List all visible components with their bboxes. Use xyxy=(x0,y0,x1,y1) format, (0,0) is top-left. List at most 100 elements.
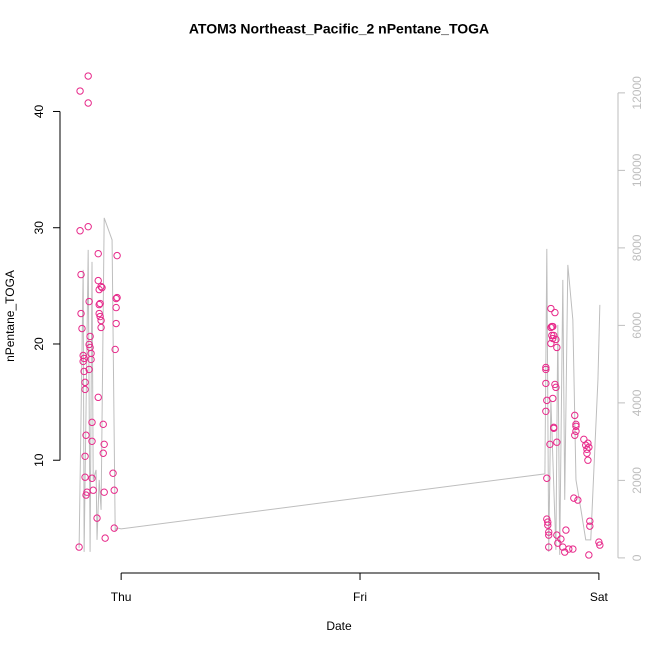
point xyxy=(88,474,96,482)
point xyxy=(585,443,593,451)
y-tick-label: 20 xyxy=(32,337,46,351)
point xyxy=(87,355,95,364)
point xyxy=(86,332,94,341)
point xyxy=(544,521,552,529)
point xyxy=(547,339,555,348)
point xyxy=(549,334,557,343)
point xyxy=(88,437,96,445)
point xyxy=(571,411,579,420)
point xyxy=(81,385,89,394)
y2-tick-label: 6000 xyxy=(630,312,644,339)
point xyxy=(84,222,92,231)
y-tick-label: 30 xyxy=(32,221,46,235)
point xyxy=(557,535,565,543)
point xyxy=(544,518,552,526)
point xyxy=(552,335,560,344)
point xyxy=(97,282,105,291)
point xyxy=(84,99,92,107)
point xyxy=(548,331,556,340)
point xyxy=(99,420,107,429)
point xyxy=(545,528,553,536)
point xyxy=(96,299,104,308)
point xyxy=(551,308,559,317)
point xyxy=(580,435,588,444)
x-tick-label: Thu xyxy=(111,590,132,604)
point xyxy=(113,293,121,302)
point xyxy=(77,270,85,279)
point xyxy=(549,394,557,403)
point xyxy=(574,496,582,504)
point xyxy=(583,449,591,457)
point xyxy=(95,300,103,309)
point xyxy=(78,324,86,333)
point xyxy=(99,449,107,457)
point xyxy=(89,486,97,494)
point xyxy=(113,251,121,260)
point xyxy=(586,517,594,525)
point xyxy=(111,345,119,354)
point xyxy=(79,357,87,366)
point xyxy=(584,439,592,447)
point xyxy=(76,87,84,95)
point xyxy=(112,303,120,312)
point xyxy=(110,486,118,494)
point xyxy=(82,431,90,439)
point xyxy=(546,440,554,449)
point xyxy=(585,551,593,559)
point xyxy=(549,322,557,331)
point xyxy=(94,249,102,258)
point xyxy=(85,340,93,349)
point xyxy=(109,469,117,477)
point xyxy=(543,474,551,482)
y2-tick-label: 2000 xyxy=(630,467,644,494)
point xyxy=(572,427,580,435)
point xyxy=(97,316,105,325)
x-tick-label: Fri xyxy=(353,590,367,604)
y-tick-label: 40 xyxy=(32,104,46,118)
point xyxy=(586,522,594,530)
point xyxy=(570,494,578,502)
point xyxy=(98,283,106,292)
point xyxy=(81,378,89,387)
chart-title: ATOM3 Northeast_Pacific_2 nPentane_TOGA xyxy=(189,21,489,37)
point xyxy=(584,456,592,464)
point xyxy=(97,323,105,332)
point xyxy=(542,379,550,388)
point xyxy=(545,543,553,551)
point xyxy=(569,545,577,553)
point xyxy=(85,297,93,306)
point xyxy=(553,531,561,539)
point xyxy=(553,438,561,446)
point xyxy=(596,541,604,549)
point xyxy=(571,431,579,439)
point xyxy=(94,276,102,285)
point xyxy=(542,407,550,415)
point xyxy=(88,418,96,427)
point xyxy=(542,363,550,372)
point xyxy=(550,423,558,432)
point xyxy=(85,365,93,374)
point xyxy=(77,309,85,318)
point xyxy=(93,514,101,522)
point xyxy=(572,422,580,430)
point xyxy=(100,440,108,449)
point xyxy=(96,312,104,321)
point xyxy=(80,354,88,363)
point xyxy=(547,304,555,313)
point xyxy=(94,393,102,402)
point xyxy=(545,531,553,539)
point xyxy=(84,72,92,80)
x-tick-label: Sat xyxy=(590,590,609,604)
y2-tick-label: 8000 xyxy=(630,234,644,261)
point xyxy=(595,538,603,546)
point xyxy=(101,534,109,542)
y2-tick-label: 12000 xyxy=(630,76,644,110)
point xyxy=(81,473,89,481)
point xyxy=(76,227,84,235)
y2-tick-label: 4000 xyxy=(630,389,644,416)
point xyxy=(550,331,558,340)
point xyxy=(112,294,120,303)
point xyxy=(110,524,118,532)
y2-tick-label: 10000 xyxy=(630,153,644,187)
